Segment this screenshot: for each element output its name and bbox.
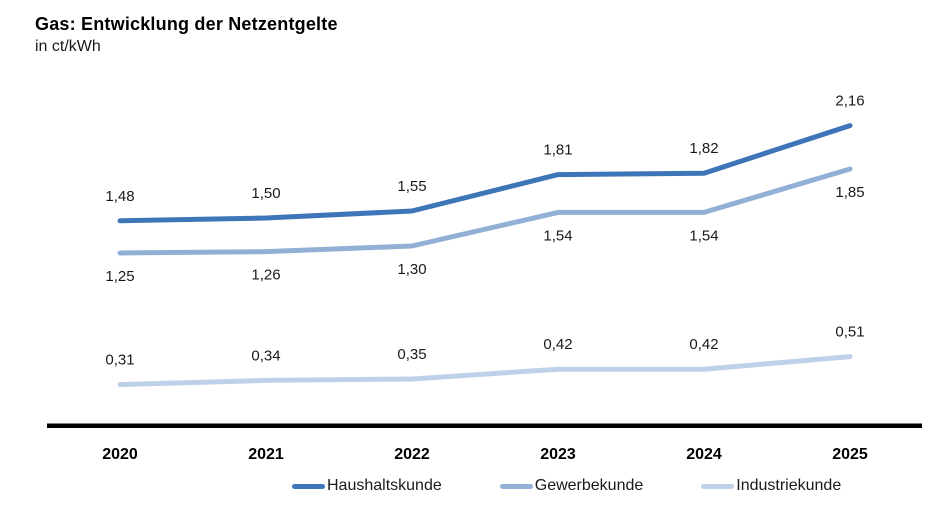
legend-item-gewerbekunde: Gewerbekunde [499,477,644,495]
legend-item-haushaltskunde: Haushaltskunde [292,477,442,495]
value-label-gewerbekunde-2024: 1,54 [689,227,718,244]
value-label-industriekunde-2023: 0,42 [543,336,572,353]
value-label-haushaltskunde-2024: 1,82 [689,140,718,157]
legend-swatch-gewerbekunde-icon [499,483,533,489]
legend-item-industriekunde: Industriekunde [701,477,841,495]
chart-subtitle: in ct/kWh [35,38,101,55]
value-label-gewerbekunde-2023: 1,54 [543,227,572,244]
value-label-gewerbekunde-2022: 1,30 [397,261,426,278]
x-tick-label-2021: 2021 [248,446,284,463]
value-label-industriekunde-2022: 0,35 [397,346,426,363]
value-label-haushaltskunde-2021: 1,50 [251,185,280,202]
series-line-industriekunde [117,354,853,388]
value-label-gewerbekunde-2021: 1,26 [251,267,280,284]
value-label-haushaltskunde-2023: 1,81 [543,142,572,159]
value-label-industriekunde-2020: 0,31 [105,352,134,369]
value-label-haushaltskunde-2025: 2,16 [835,93,864,110]
value-label-industriekunde-2024: 0,42 [689,336,718,353]
series-line-gewerbekunde [117,166,853,256]
value-label-industriekunde-2025: 0,51 [835,324,864,341]
x-tick-label-2023: 2023 [540,446,576,463]
value-label-gewerbekunde-2025: 1,85 [835,184,864,201]
legend-label-industriekunde: Industriekunde [736,477,842,494]
legend-label-gewerbekunde: Gewerbekunde [534,477,644,494]
value-label-haushaltskunde-2022: 1,55 [397,178,426,195]
chart-header: Gas: Entwicklung der Netzentgelte in ct/… [35,12,338,58]
legend-swatch-industriekunde-icon [701,483,735,489]
value-label-industriekunde-2021: 0,34 [251,347,280,364]
legend: Haushaltskunde Gewerbekunde Industriekun… [292,477,841,495]
value-label-haushaltskunde-2020: 1,48 [105,188,134,205]
x-tick-label-2022: 2022 [394,446,430,463]
x-tick-label-2020: 2020 [102,446,138,463]
legend-label-haushaltskunde: Haushaltskunde [327,477,442,494]
x-tick-label-2024: 2024 [686,446,722,463]
x-tick-label-2025: 2025 [832,446,868,463]
value-label-gewerbekunde-2020: 1,25 [105,268,134,285]
legend-swatch-haushaltskunde-icon [292,483,325,489]
series-line-haushaltskunde [117,123,853,224]
chart-title: Gas: Entwicklung der Netzentgelte [35,14,338,34]
x-axis-line [47,423,922,428]
